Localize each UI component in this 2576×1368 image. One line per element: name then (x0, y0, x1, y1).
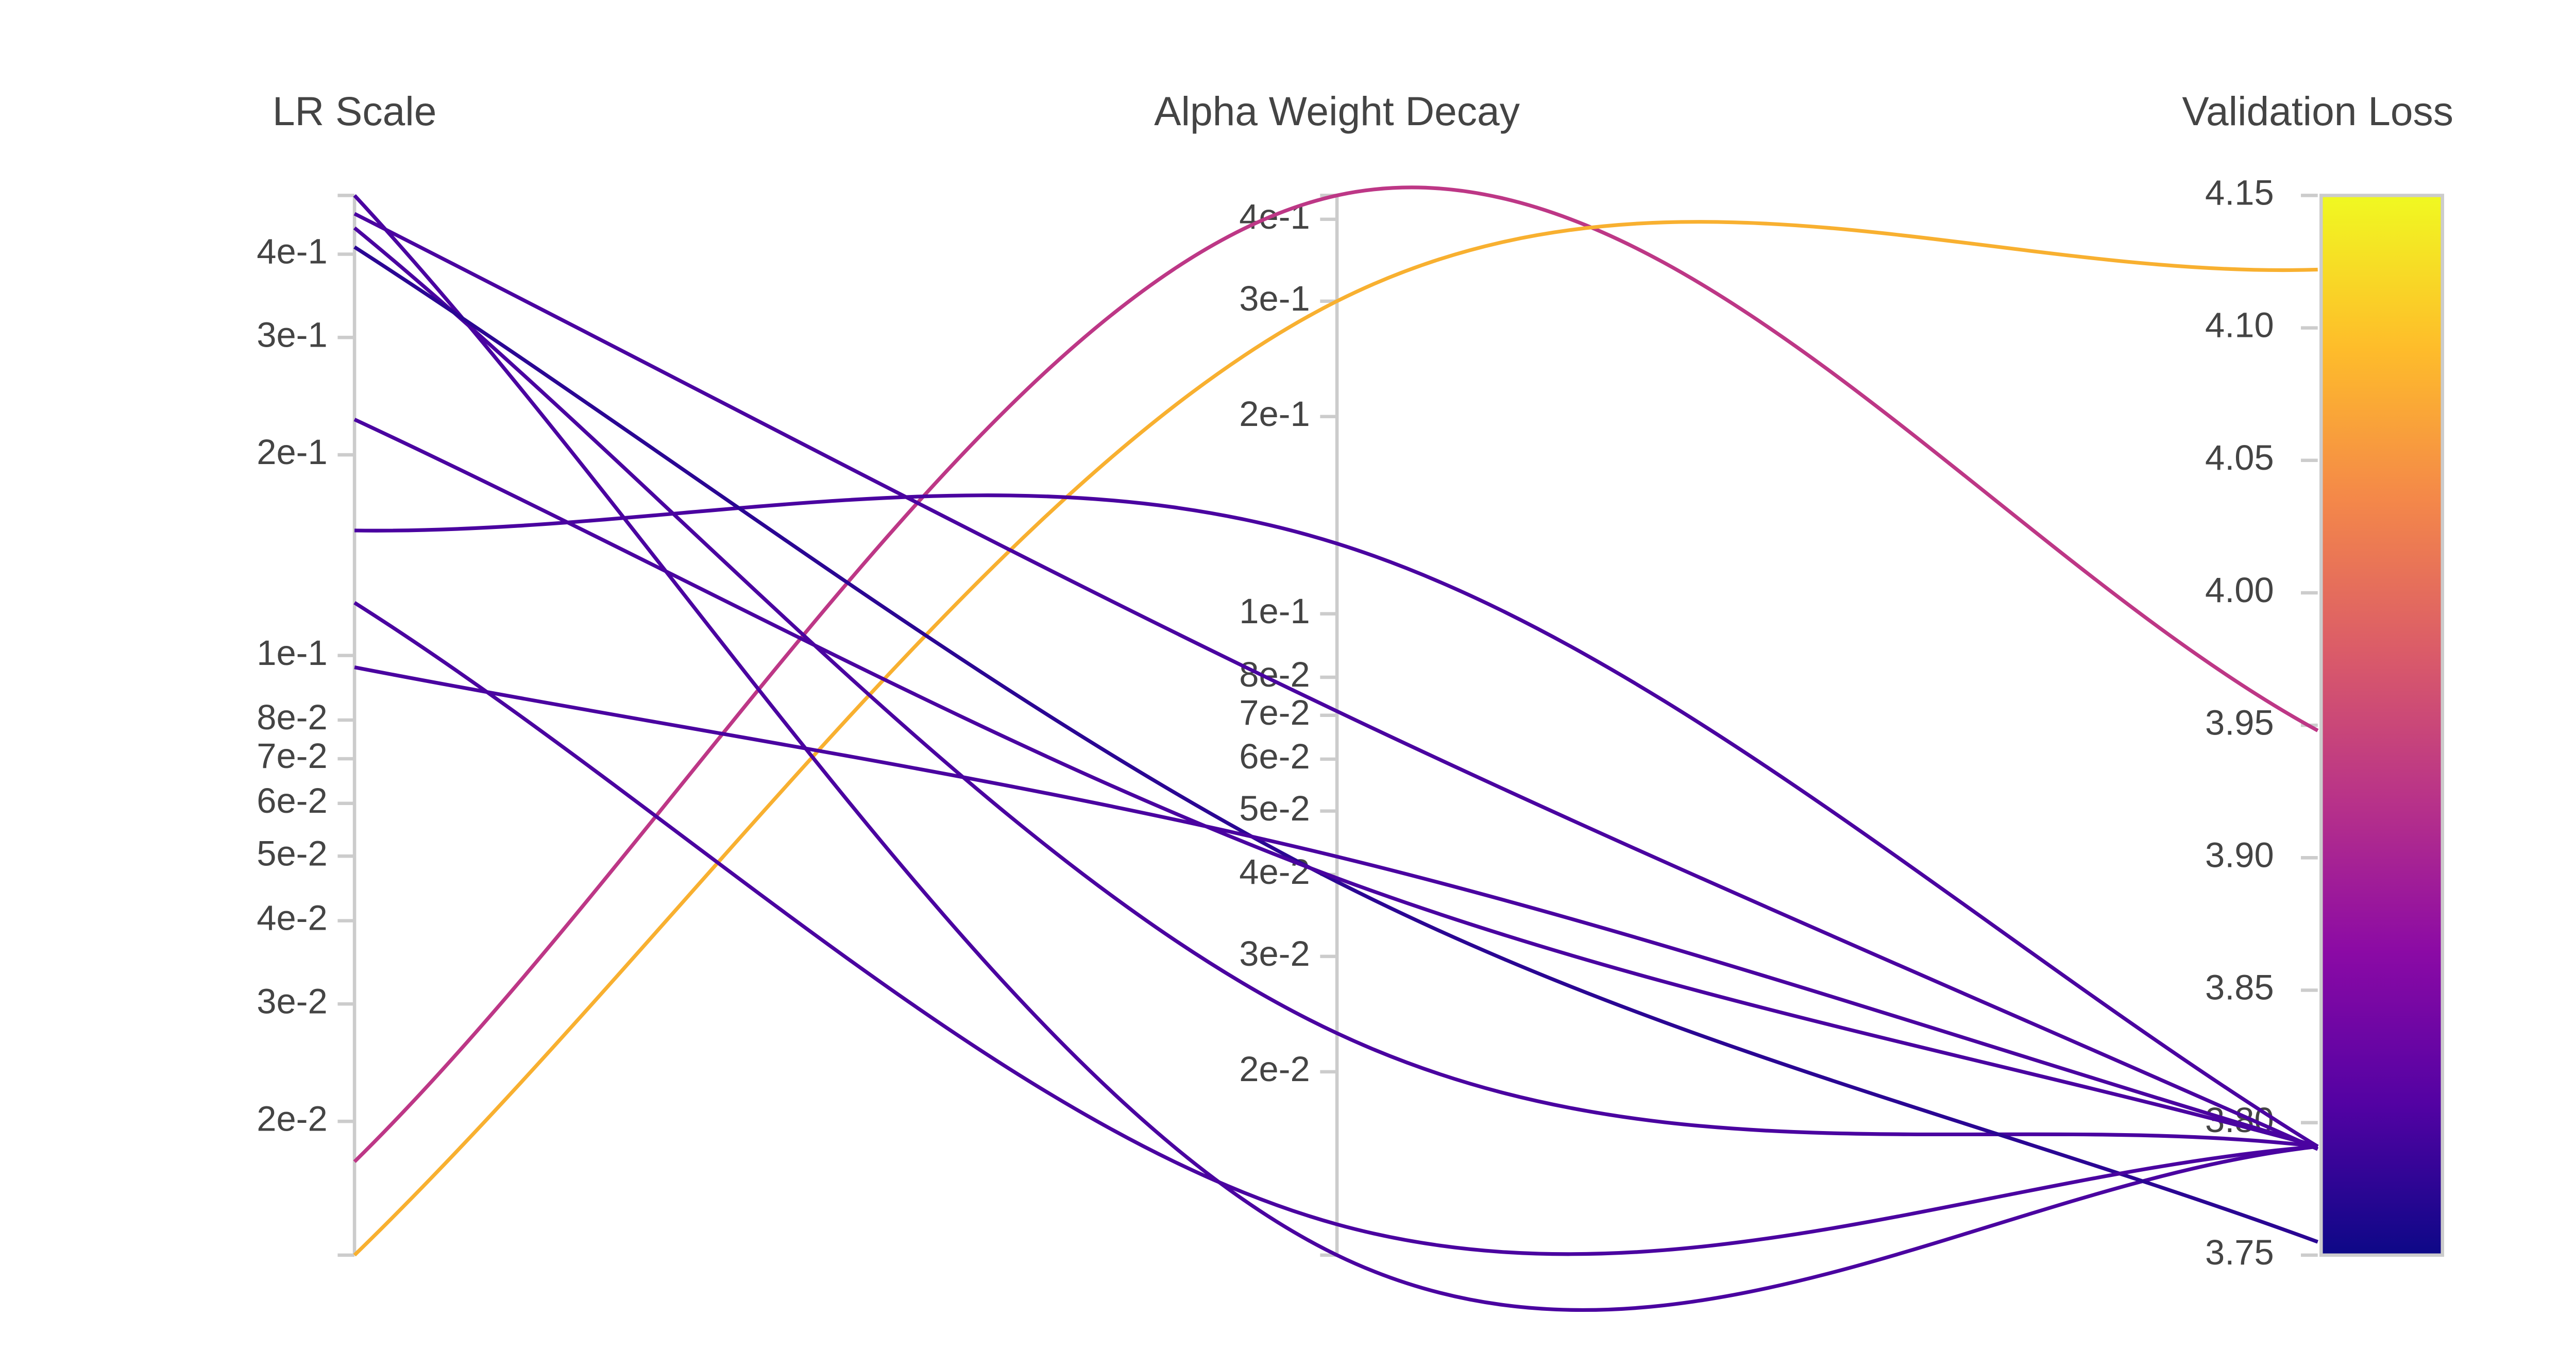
run-line (353, 194, 2318, 1312)
run-line (353, 212, 2319, 1151)
colorbar (2319, 194, 2445, 1257)
tick-label: 5e-2 (1239, 789, 1310, 828)
tick-label: 1e-1 (1239, 591, 1310, 631)
tick-label: 8e-2 (1239, 655, 1310, 694)
run-line (353, 418, 2318, 1149)
tick-label: 3e-2 (1239, 934, 1310, 973)
tick-label: 4.05 (2205, 438, 2274, 477)
run-line (353, 220, 2318, 1257)
tick-label: 3.95 (2205, 703, 2274, 742)
run-line (353, 245, 2318, 1244)
tick-label: 3.90 (2205, 835, 2274, 875)
tick-label: 5e-2 (257, 833, 327, 873)
axis-title: Validation Loss (2182, 89, 2453, 134)
tick-label: 3.85 (2205, 968, 2274, 1007)
tick-label: 2e-2 (1239, 1049, 1310, 1089)
axis-title: LR Scale (273, 89, 437, 134)
run-line (354, 665, 2318, 1149)
run-line (353, 226, 2318, 1149)
tick-label: 3e-1 (1239, 279, 1310, 318)
tick-label: 3e-1 (257, 315, 327, 354)
tick-label: 7e-2 (257, 736, 327, 776)
tick-label: 6e-2 (257, 781, 327, 820)
tick-label: 4.10 (2205, 305, 2274, 345)
tick-label: 2e-1 (1239, 394, 1310, 434)
tick-label: 4e-2 (257, 898, 327, 938)
run-line (353, 601, 2318, 1256)
axis-title: Alpha Weight Decay (1154, 89, 1520, 134)
tick-label: 4.15 (2205, 173, 2274, 213)
tick-label: 1e-1 (257, 633, 327, 673)
tick-label: 4e-1 (257, 232, 327, 271)
run-line (354, 493, 2319, 1149)
tick-label: 8e-2 (257, 697, 327, 737)
lines (353, 185, 2319, 1312)
tick-label: 7e-2 (1239, 693, 1310, 732)
tick-label: 3.75 (2205, 1233, 2274, 1272)
tick-label: 4.00 (2205, 570, 2274, 610)
tick-label: 3e-2 (257, 981, 327, 1021)
run-line (353, 185, 2319, 1164)
tick-label: 2e-1 (257, 432, 327, 472)
tick-label: 6e-2 (1239, 737, 1310, 776)
tick-label: 2e-2 (257, 1099, 327, 1138)
tick-label: 4e-2 (1239, 852, 1310, 892)
